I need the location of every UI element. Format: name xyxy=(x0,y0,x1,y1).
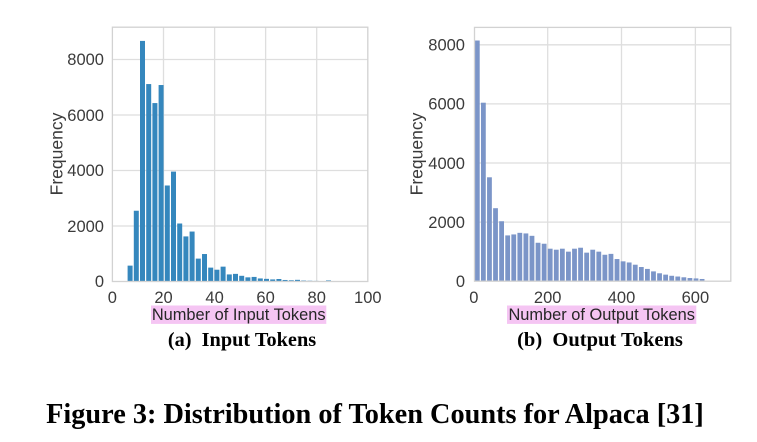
svg-text:Number of Input Tokens: Number of Input Tokens xyxy=(152,306,326,324)
svg-text:80: 80 xyxy=(308,289,326,307)
svg-text:Frequency: Frequency xyxy=(407,112,427,195)
svg-text:8000: 8000 xyxy=(428,37,465,55)
svg-text:(b) Output Tokens: (b) Output Tokens xyxy=(517,329,683,351)
svg-text:4000: 4000 xyxy=(67,162,104,180)
svg-text:2000: 2000 xyxy=(428,214,465,232)
svg-text:0: 0 xyxy=(108,289,117,307)
svg-text:40: 40 xyxy=(205,289,223,307)
svg-text:0: 0 xyxy=(469,289,478,307)
svg-text:100: 100 xyxy=(354,289,382,307)
svg-text:8000: 8000 xyxy=(67,51,104,69)
svg-text:4000: 4000 xyxy=(428,155,465,173)
svg-text:600: 600 xyxy=(682,289,710,307)
svg-text:0: 0 xyxy=(95,273,104,291)
svg-text:6000: 6000 xyxy=(67,107,104,125)
svg-text:60: 60 xyxy=(256,289,274,307)
svg-text:(a) Input Tokens: (a) Input Tokens xyxy=(168,329,316,351)
svg-text:200: 200 xyxy=(534,289,562,307)
svg-text:Figure 3: Distribution of Toke: Figure 3: Distribution of Token Counts f… xyxy=(46,399,704,430)
svg-text:Frequency: Frequency xyxy=(47,112,67,195)
svg-text:2000: 2000 xyxy=(67,218,104,236)
svg-text:400: 400 xyxy=(608,289,636,307)
svg-text:6000: 6000 xyxy=(428,96,465,114)
svg-text:Number of Output Tokens: Number of Output Tokens xyxy=(508,306,694,324)
svg-text:0: 0 xyxy=(456,273,465,291)
svg-text:20: 20 xyxy=(154,289,172,307)
